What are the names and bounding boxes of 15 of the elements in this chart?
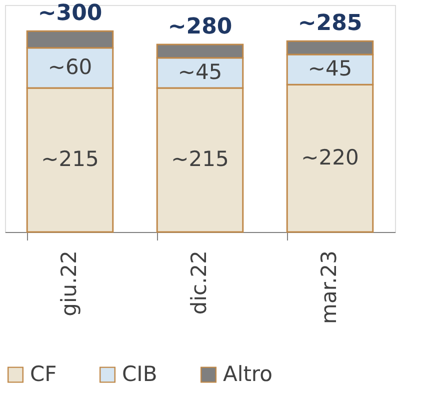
total-label: ~285 <box>298 11 362 36</box>
total-label: ~280 <box>168 14 232 40</box>
data-label: ~220 <box>301 145 359 170</box>
legend-label: CIB <box>122 362 158 386</box>
x-tick-label: dic.22 <box>187 250 211 315</box>
data-label: ~60 <box>48 54 92 79</box>
legend-label: Altro <box>223 362 272 386</box>
total-label: ~300 <box>38 1 102 26</box>
data-label: ~215 <box>41 147 99 172</box>
data-label: ~45 <box>308 56 352 81</box>
x-tick-label: giu.22 <box>57 250 81 316</box>
x-tick-label: mar.23 <box>317 250 341 324</box>
data-label: ~215 <box>171 147 229 172</box>
legend-label: CF <box>30 362 57 386</box>
data-label: ~45 <box>178 60 222 84</box>
